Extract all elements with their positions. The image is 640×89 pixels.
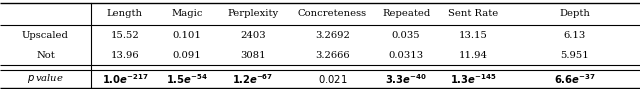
Text: Sent Rate: Sent Rate (449, 9, 499, 18)
Text: 3081: 3081 (240, 51, 266, 60)
Text: 13.15: 13.15 (459, 31, 488, 40)
Text: Repeated: Repeated (382, 9, 430, 18)
Text: 3.2692: 3.2692 (315, 31, 350, 40)
Text: Length: Length (107, 9, 143, 18)
Text: $\mathbf{1.2}\boldsymbol{e}^{\mathbf{-67}}$: $\mathbf{1.2}\boldsymbol{e}^{\mathbf{-67… (232, 72, 273, 86)
Text: 13.96: 13.96 (111, 51, 139, 60)
Text: $p\,$value: $p\,$value (27, 72, 64, 86)
Text: Concreteness: Concreteness (298, 9, 367, 18)
Text: 5.951: 5.951 (561, 51, 589, 60)
Text: Not: Not (36, 51, 55, 60)
Text: 6.13: 6.13 (564, 31, 586, 40)
Text: 2403: 2403 (240, 31, 266, 40)
Text: 11.94: 11.94 (459, 51, 488, 60)
Text: $0.021$: $0.021$ (317, 73, 348, 85)
Text: Depth: Depth (559, 9, 590, 18)
Text: Magic: Magic (171, 9, 203, 18)
Text: 15.52: 15.52 (111, 31, 139, 40)
Text: $\mathbf{6.6}\boldsymbol{e}^{\mathbf{-37}}$: $\mathbf{6.6}\boldsymbol{e}^{\mathbf{-37… (554, 72, 596, 86)
Text: $\mathbf{1.5}\boldsymbol{e}^{\mathbf{-54}}$: $\mathbf{1.5}\boldsymbol{e}^{\mathbf{-54… (166, 72, 208, 86)
Text: 0.101: 0.101 (172, 31, 202, 40)
Text: $\mathbf{1.3}\boldsymbol{e}^{\mathbf{-145}}$: $\mathbf{1.3}\boldsymbol{e}^{\mathbf{-14… (451, 72, 497, 86)
Text: 3.2666: 3.2666 (315, 51, 350, 60)
Text: Perplexity: Perplexity (227, 9, 278, 18)
Text: 0.091: 0.091 (173, 51, 201, 60)
Text: 0.035: 0.035 (392, 31, 420, 40)
Text: 0.0313: 0.0313 (388, 51, 424, 60)
Text: $\mathbf{3.3}\boldsymbol{e}^{\mathbf{-40}}$: $\mathbf{3.3}\boldsymbol{e}^{\mathbf{-40… (385, 72, 427, 86)
Text: Upscaled: Upscaled (22, 31, 69, 40)
Text: $\mathbf{1.0}\boldsymbol{e}^{\mathbf{-217}}$: $\mathbf{1.0}\boldsymbol{e}^{\mathbf{-21… (102, 72, 148, 86)
